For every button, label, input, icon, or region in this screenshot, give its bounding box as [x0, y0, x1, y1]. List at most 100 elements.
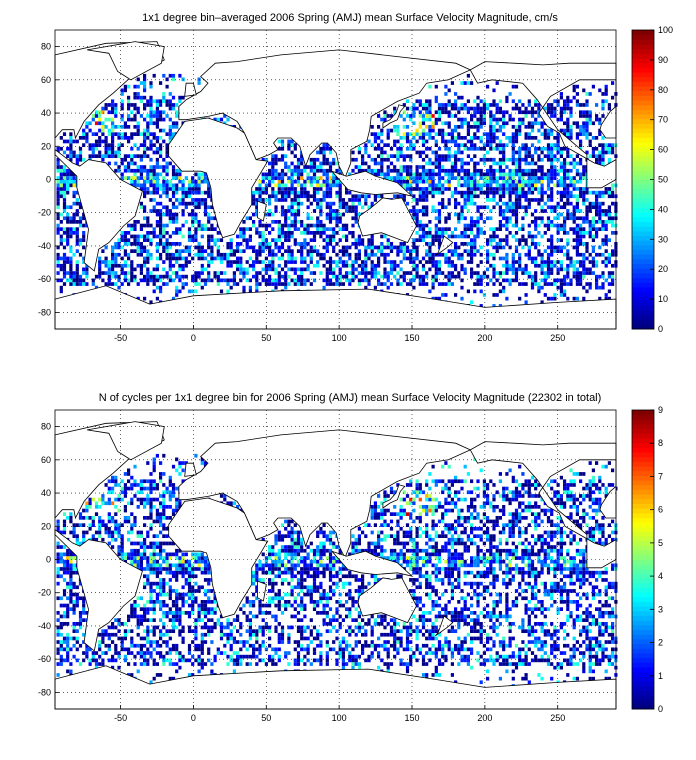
data-cell — [434, 260, 438, 264]
data-cell — [274, 190, 278, 195]
data-cell — [441, 201, 445, 206]
data-cell — [72, 231, 76, 235]
data-cell — [277, 282, 281, 286]
data-cell — [82, 143, 86, 147]
data-cell — [171, 190, 176, 195]
data-cell — [579, 260, 583, 264]
data-cell — [72, 654, 76, 659]
data-cell — [412, 114, 416, 118]
data-cell — [530, 172, 535, 177]
data-cell — [367, 154, 371, 158]
data-cell — [82, 128, 86, 133]
coastlines — [54, 41, 617, 330]
data-cell — [293, 242, 297, 246]
data-cell — [361, 651, 365, 655]
data-cell — [505, 179, 509, 184]
data-cell — [498, 168, 502, 173]
data-cell — [284, 274, 288, 279]
data-cell — [492, 293, 496, 297]
data-cell — [466, 128, 470, 133]
data-cell — [268, 242, 272, 246]
data-cell — [136, 128, 140, 133]
data-cell — [476, 205, 480, 210]
data-cell — [463, 654, 467, 659]
data-cell — [194, 238, 198, 242]
data-cell — [418, 234, 422, 239]
data-cell — [579, 278, 583, 283]
data-cell — [354, 643, 358, 648]
data-cell — [322, 194, 326, 199]
data-cell — [300, 252, 304, 257]
data-cell — [69, 278, 73, 283]
data-cell — [290, 172, 294, 177]
data-cell — [466, 179, 470, 184]
data-cell — [171, 647, 176, 652]
data-cell — [136, 296, 140, 301]
data-cell — [553, 293, 557, 297]
data-cell — [155, 263, 159, 268]
data-cell — [585, 245, 589, 250]
data-cell — [226, 260, 230, 264]
data-cell — [553, 654, 557, 659]
data-cell — [588, 285, 592, 290]
data-cell — [511, 205, 515, 210]
data-cell — [149, 110, 153, 115]
data-cell — [357, 662, 361, 666]
data-cell — [194, 234, 198, 239]
data-cell — [309, 282, 313, 286]
data-cell — [566, 117, 570, 122]
data-cell — [579, 114, 583, 118]
data-cell — [341, 658, 345, 663]
data-cell — [139, 252, 143, 257]
data-cell — [582, 274, 586, 279]
data-cell — [534, 223, 538, 228]
data-cell — [59, 190, 63, 195]
data-cell — [553, 209, 557, 213]
data-cell — [601, 223, 605, 228]
data-cell — [399, 658, 403, 663]
data-cell — [332, 245, 336, 250]
data-cell — [66, 187, 70, 191]
data-cell — [328, 209, 333, 213]
x-tick-label: 100 — [332, 333, 347, 343]
data-cell — [300, 183, 304, 188]
data-cell — [409, 168, 413, 173]
data-cell — [75, 227, 79, 231]
data-cell — [175, 216, 179, 221]
data-cell — [511, 176, 515, 180]
data-cell — [498, 106, 502, 111]
data-cell — [184, 658, 188, 663]
data-cell — [495, 81, 499, 85]
data-cell — [415, 132, 419, 136]
data-cell — [425, 179, 429, 184]
data-cell — [601, 238, 605, 242]
data-cell — [357, 201, 361, 206]
data-cell — [293, 168, 297, 173]
data-cell — [319, 658, 323, 663]
data-cell — [82, 271, 86, 275]
data-cell — [553, 216, 557, 221]
data-cell — [66, 242, 70, 246]
data-cell — [421, 212, 426, 217]
data-cell — [454, 150, 458, 155]
data-cell — [537, 154, 541, 158]
data-cell — [588, 121, 592, 126]
data-cell — [476, 227, 480, 231]
data-cell — [521, 238, 525, 242]
data-cell — [91, 154, 95, 158]
data-cell — [146, 128, 150, 133]
data-cell — [537, 187, 541, 191]
data-cell — [473, 238, 477, 242]
data-cell — [194, 274, 198, 279]
data-cell — [495, 146, 499, 151]
data-cell — [534, 271, 538, 275]
data-cell — [466, 183, 470, 188]
data-cell — [607, 654, 611, 659]
data-cell — [319, 220, 323, 224]
data-cell — [152, 168, 156, 173]
data-cell — [434, 154, 438, 158]
data-cell — [280, 198, 285, 202]
data-cell — [210, 227, 214, 231]
data-cell — [130, 161, 134, 166]
data-cell — [495, 187, 499, 191]
